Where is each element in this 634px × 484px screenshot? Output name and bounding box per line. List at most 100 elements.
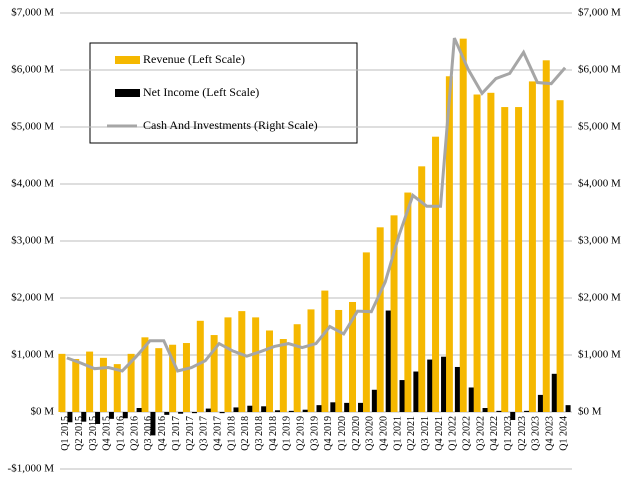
x-tick-label: Q2 2021 [406,416,417,451]
x-tick-label: Q2 2016 [129,416,140,451]
bar [224,317,232,412]
x-tick-label: Q4 2018 [268,416,279,451]
bar [288,410,294,412]
x-tick-label: Q2 2020 [351,416,362,451]
x-tick-label: Q1 2016 [116,416,127,451]
legend-label: Cash And Investments (Right Scale) [143,118,318,132]
x-tick-label: Q1 2024 [558,416,569,451]
bar [496,410,502,412]
x-tick-label: Q4 2019 [323,416,334,451]
x-tick-label: Q2 2015 [74,416,85,451]
x-tick-label: Q2 2023 [517,416,528,451]
bar [99,357,107,412]
bar [344,402,350,412]
bar [127,353,135,412]
bar [247,405,253,412]
bar [473,94,481,412]
bar [233,407,239,412]
bar [432,136,440,412]
x-tick-label: Q3 2021 [420,416,431,451]
legend-label: Net Income (Left Scale) [143,85,259,99]
bar [510,412,516,420]
y2-tick-label: $5,000 M [578,121,621,133]
bar [196,320,204,412]
x-tick-label: Q1 2023 [503,416,514,451]
x-tick-label: Q4 2016 [157,416,168,451]
bar [205,408,211,412]
y2-tick-label: $6,000 M [578,64,621,76]
bar [454,366,460,412]
x-tick-label: Q4 2021 [434,416,445,451]
line [66,37,567,373]
bar [524,410,530,412]
bar [321,290,329,412]
bar [95,412,101,424]
x-tick-label: Q3 2015 [88,416,99,451]
x-tick-label: Q4 2020 [378,416,389,451]
x-tick-label: Q1 2019 [282,416,293,451]
bar [413,371,419,412]
legend-swatch [115,56,140,64]
bar [551,373,557,412]
x-tick-label: Q1 2015 [60,416,71,451]
x-tick-label: Q1 2022 [448,416,459,451]
x-tick-label: Q3 2019 [309,416,320,451]
bar [178,412,184,414]
bar [113,364,121,412]
bar [537,394,543,412]
bar [279,339,287,412]
bar [441,356,447,412]
x-tick-label: Q4 2017 [212,416,223,451]
bar [155,348,163,412]
x-tick-label: Q3 2022 [475,416,486,451]
bar [482,408,488,412]
bar [445,76,453,413]
y-tick-label: $5,000 M [11,121,54,133]
y2-tick-label: $0 M [578,406,602,418]
bar [487,92,495,413]
bar [501,107,509,413]
legend-label: Revenue (Left Scale) [143,52,245,66]
bar [72,358,80,412]
y2-tick-label: $4,000 M [578,178,621,190]
y2-tick-label: $7,000 M [578,7,621,19]
bar [67,412,73,423]
bar [108,412,114,419]
bar [238,311,246,412]
bar [556,100,564,413]
bar [81,412,87,422]
bar [307,309,315,412]
legend-swatch [115,89,140,97]
bar [565,405,571,412]
bar [136,408,142,412]
x-tick-label: Q3 2017 [199,416,210,451]
bar [274,410,280,412]
bar [169,344,177,412]
x-tick-label: Q1 2020 [337,416,348,451]
y-tick-label: $2,000 M [11,292,54,304]
y-tick-label: $7,000 M [11,7,54,19]
y-tick-label: $3,000 M [11,235,54,247]
x-tick-label: Q1 2021 [392,416,403,451]
y2-tick-label: $3,000 M [578,235,621,247]
bar [293,324,301,412]
y-tick-label: -$1,000 M [8,463,55,475]
x-tick-label: Q2 2017 [185,416,196,451]
y-tick-label: $6,000 M [11,64,54,76]
x-tick-label: Q3 2018 [254,416,265,451]
bar [150,412,156,436]
x-tick-label: Q3 2023 [531,416,542,451]
bar [335,309,343,412]
bar [376,227,384,412]
x-tick-label: Q4 2022 [489,416,500,451]
y2-tick-label: $1,000 M [578,349,621,361]
bar [542,60,550,413]
x-tick-label: Q3 2020 [365,416,376,451]
x-tick-label: Q2 2022 [462,416,473,451]
x-tick-label: Q2 2018 [240,416,251,451]
x-tick-label: Q1 2017 [171,416,182,451]
bar [58,353,66,412]
bar [86,351,94,412]
bar [219,412,225,414]
